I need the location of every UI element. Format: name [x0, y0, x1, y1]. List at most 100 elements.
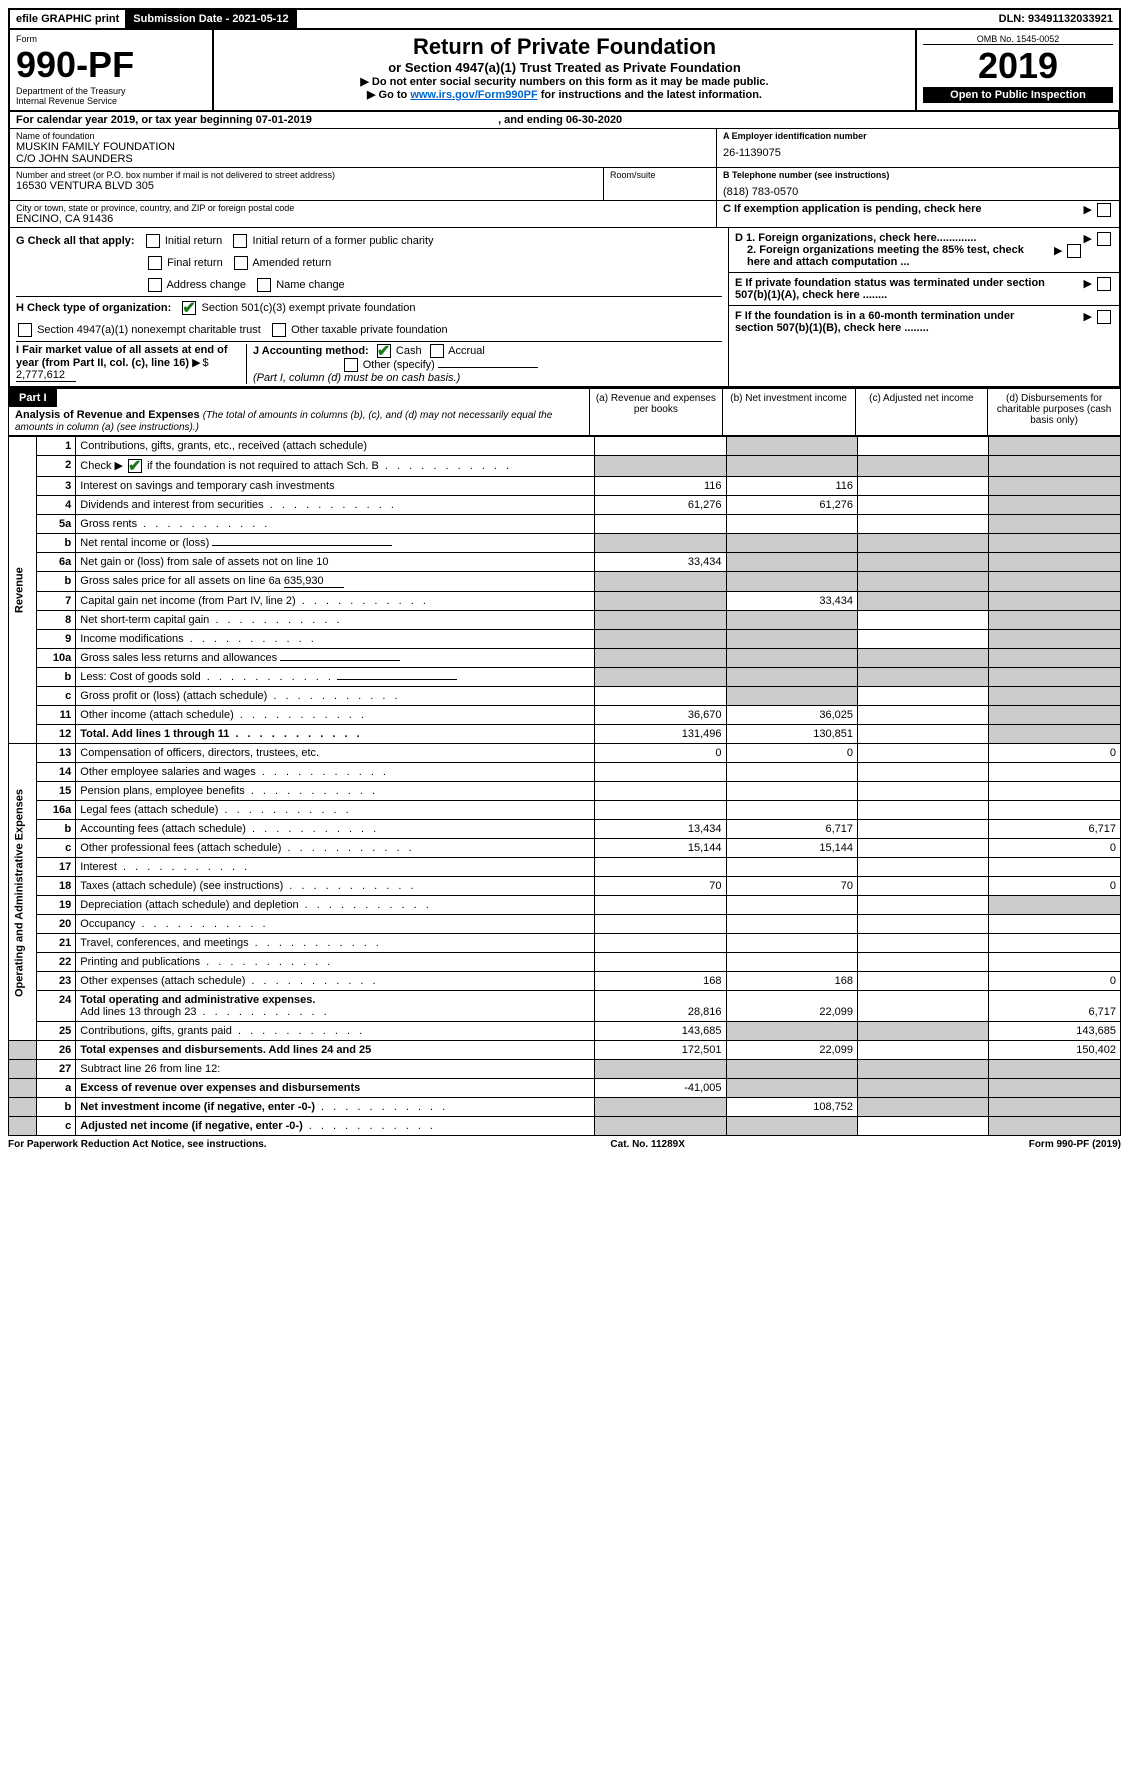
- r16bd: 6,717: [989, 820, 1121, 839]
- note2-pre: ▶ Go to: [367, 89, 410, 101]
- r12: Total. Add lines 1 through 11: [80, 728, 229, 740]
- initial-return-checkbox[interactable]: [146, 234, 160, 248]
- r19: Depreciation (attach schedule) and deple…: [80, 899, 298, 911]
- r16cb: 15,144: [726, 839, 857, 858]
- f-label: F If the foundation is in a 60-month ter…: [735, 310, 1045, 334]
- form-subtitle: or Section 4947(a)(1) Trust Treated as P…: [220, 60, 909, 75]
- final-return-checkbox[interactable]: [148, 256, 162, 270]
- j-note: (Part I, column (d) must be on cash basi…: [253, 372, 722, 384]
- sch-b-checkbox[interactable]: [128, 459, 142, 473]
- dept: Department of the Treasury: [16, 86, 206, 96]
- amended-return-checkbox[interactable]: [234, 256, 248, 270]
- r25: Contributions, gifts, grants paid: [80, 1025, 232, 1037]
- form-header: Form 990-PF Department of the Treasury I…: [8, 30, 1121, 112]
- r23d: 0: [989, 972, 1121, 991]
- r16cd: 0: [989, 839, 1121, 858]
- r6a: Net gain or (loss) from sale of assets n…: [76, 553, 595, 572]
- addr-change-checkbox[interactable]: [148, 278, 162, 292]
- efile-label: efile GRAPHIC print: [10, 10, 127, 28]
- r18d: 0: [989, 877, 1121, 896]
- col-d-head: (d) Disbursements for charitable purpose…: [988, 389, 1120, 435]
- r24d: 6,717: [989, 991, 1121, 1022]
- foot-right: Form 990-PF (2019): [1029, 1139, 1121, 1150]
- r16ba: 13,434: [595, 820, 726, 839]
- c-checkbox[interactable]: [1097, 203, 1111, 217]
- address-row: Number and street (or P.O. box number if…: [10, 168, 717, 201]
- r16bb: 6,717: [726, 820, 857, 839]
- r24b-desc: Add lines 13 through 23: [80, 1006, 196, 1018]
- foot-left: For Paperwork Reduction Act Notice, see …: [8, 1139, 267, 1150]
- h-501: Section 501(c)(3) exempt private foundat…: [201, 302, 415, 314]
- top-bar: efile GRAPHIC print Submission Date - 20…: [8, 8, 1121, 30]
- col-c-head: (c) Adjusted net income: [856, 389, 989, 435]
- addr-label: Number and street (or P.O. box number if…: [16, 170, 597, 180]
- h-4947: Section 4947(a)(1) nonexempt charitable …: [37, 324, 261, 336]
- g-initial-former: Initial return of a former public charit…: [253, 235, 434, 247]
- g-name: Name change: [276, 279, 345, 291]
- r18a: 70: [595, 877, 726, 896]
- open-public: Open to Public Inspection: [923, 87, 1113, 103]
- r4a: 61,276: [595, 496, 726, 515]
- r16ca: 15,144: [595, 839, 726, 858]
- r17: Interest: [80, 861, 117, 873]
- 4947-checkbox[interactable]: [18, 323, 32, 337]
- tax-year: 2019: [923, 45, 1113, 87]
- r22: Printing and publications: [80, 956, 200, 968]
- irs-link[interactable]: www.irs.gov/Form990PF: [410, 89, 537, 101]
- r13b: 0: [726, 744, 857, 763]
- r11: Other income (attach schedule): [80, 709, 233, 721]
- r5a: Gross rents: [80, 518, 137, 530]
- note-link-row: ▶ Go to www.irs.gov/Form990PF for instru…: [220, 88, 909, 101]
- e-label: E If private foundation status was termi…: [735, 277, 1045, 301]
- foundation-name: MUSKIN FAMILY FOUNDATION: [16, 141, 710, 153]
- r27bb: 108,752: [726, 1098, 857, 1117]
- d1-checkbox[interactable]: [1097, 232, 1111, 246]
- initial-former-checkbox[interactable]: [233, 234, 247, 248]
- r26a: 172,501: [595, 1041, 726, 1060]
- g-label: G Check all that apply:: [16, 235, 135, 247]
- j-accrual: Accrual: [448, 345, 485, 357]
- entity-block: For calendar year 2019, or tax year begi…: [8, 112, 1121, 388]
- g-amended: Amended return: [252, 257, 331, 269]
- g-final: Final return: [167, 257, 223, 269]
- part1-header: Part I Analysis of Revenue and Expenses …: [8, 388, 1121, 436]
- city-cell: City or town, state or province, country…: [10, 201, 717, 228]
- cash-checkbox[interactable]: [377, 344, 391, 358]
- city: ENCINO, CA 91436: [16, 213, 710, 225]
- r24: Total operating and administrative expen…: [80, 994, 315, 1006]
- r27b: Net investment income (if negative, ente…: [80, 1101, 315, 1113]
- r24bv: 22,099: [726, 991, 857, 1022]
- r16b: Accounting fees (attach schedule): [80, 823, 246, 835]
- r23: Other expenses (attach schedule): [80, 975, 245, 987]
- ein: 26-1139075: [723, 141, 1113, 159]
- phone-cell: B Telephone number (see instructions) (8…: [717, 168, 1119, 201]
- r25d: 143,685: [989, 1022, 1121, 1041]
- r26: Total expenses and disbursements. Add li…: [76, 1041, 595, 1060]
- r18b: 70: [726, 877, 857, 896]
- f-checkbox[interactable]: [1097, 310, 1111, 324]
- other-taxable-checkbox[interactable]: [272, 323, 286, 337]
- d2-checkbox[interactable]: [1067, 244, 1081, 258]
- irs: Internal Revenue Service: [16, 96, 206, 106]
- j-other: Other (specify): [363, 359, 435, 371]
- g-h-cell: G Check all that apply: Initial return I…: [10, 228, 729, 386]
- foundation-co: C/O JOHN SAUNDERS: [16, 153, 710, 165]
- other-method-checkbox[interactable]: [344, 358, 358, 372]
- accrual-checkbox[interactable]: [430, 344, 444, 358]
- r11a: 36,670: [595, 706, 726, 725]
- r23b: 168: [726, 972, 857, 991]
- r18: Taxes (attach schedule) (see instruction…: [80, 880, 283, 892]
- r20: Occupancy: [80, 918, 135, 930]
- e-checkbox[interactable]: [1097, 277, 1111, 291]
- cal-end: 06-30-2020: [566, 114, 622, 126]
- calendar-year-row: For calendar year 2019, or tax year begi…: [10, 112, 1119, 129]
- cal-begin: 07-01-2019: [256, 114, 312, 126]
- 501c3-checkbox[interactable]: [182, 301, 196, 315]
- j-cash: Cash: [396, 345, 422, 357]
- c-cell: C If exemption application is pending, c…: [717, 201, 1119, 228]
- r27: Subtract line 26 from line 12:: [76, 1060, 595, 1079]
- r6b-val: 635,930: [284, 575, 344, 588]
- r3: Interest on savings and temporary cash i…: [76, 477, 595, 496]
- name-change-checkbox[interactable]: [257, 278, 271, 292]
- r21: Travel, conferences, and meetings: [80, 937, 248, 949]
